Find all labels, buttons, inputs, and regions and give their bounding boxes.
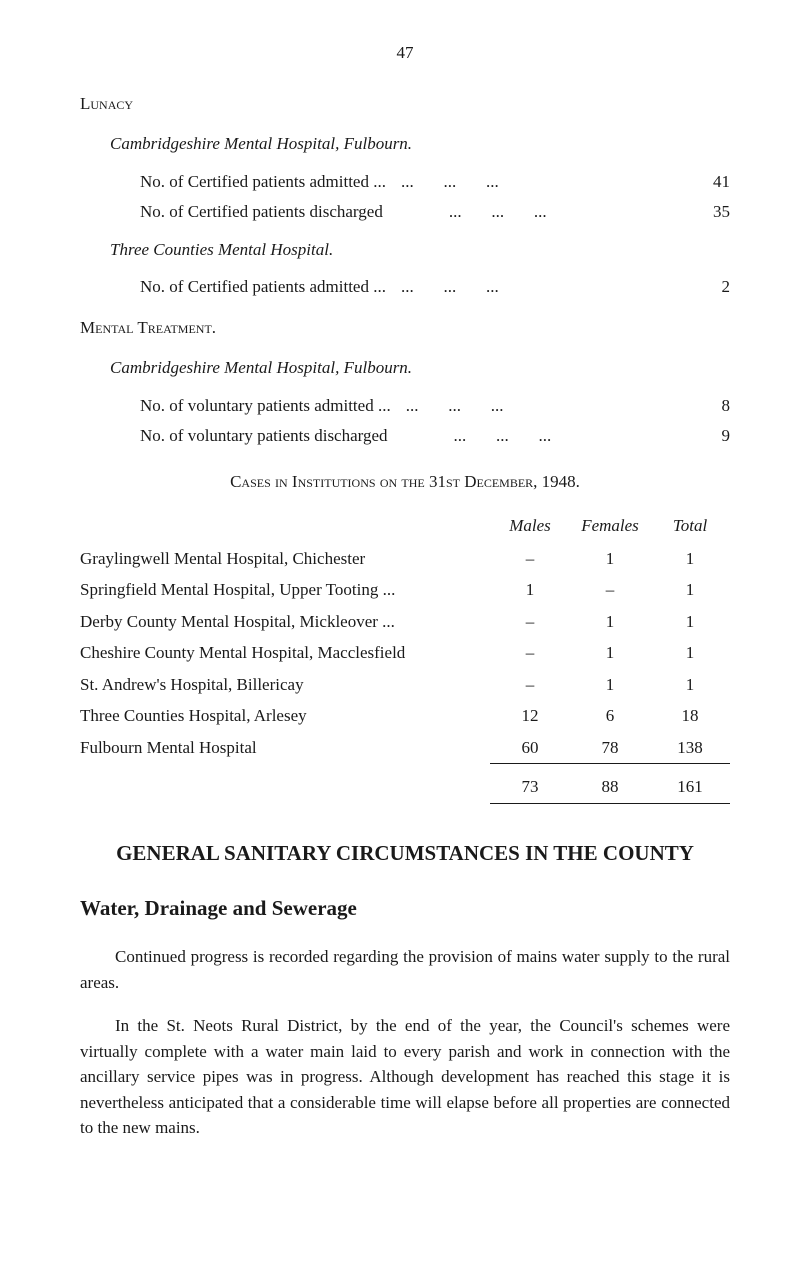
stat-value: 8 <box>690 393 730 419</box>
females-value: – <box>570 574 650 606</box>
males-value: 1 <box>490 574 570 606</box>
table-header-females: Females <box>570 509 650 543</box>
institution-name: Graylingwell Mental Hospital, Chichester <box>80 543 490 575</box>
table-row: Fulbourn Mental Hospital 60 78 138 <box>80 732 730 764</box>
institution-name: St. Andrew's Hospital, Billericay <box>80 669 490 701</box>
table-header-total: Total <box>650 509 730 543</box>
males-value: – <box>490 637 570 669</box>
stat-row: No. of Certified patients admitted ... .… <box>140 274 730 300</box>
sub-heading: Water, Drainage and Sewerage <box>80 893 730 925</box>
stat-dots: ... ... ... <box>406 393 675 419</box>
stat-row: No. of Certified patients discharged ...… <box>140 199 730 225</box>
page-number: 47 <box>80 40 730 66</box>
males-value: – <box>490 606 570 638</box>
males-total: 73 <box>490 764 570 804</box>
stat-label: No. of Certified patients discharged <box>140 199 383 225</box>
paragraph: Continued progress is recorded regarding… <box>80 944 730 995</box>
total-value: 1 <box>650 574 730 606</box>
total-value: 1 <box>650 543 730 575</box>
totals-row: 73 88 161 <box>80 764 730 804</box>
cases-heading: Cases in Institutions on the 31st Decemb… <box>80 469 730 495</box>
institution-name: Springfield Mental Hospital, Upper Tooti… <box>80 574 490 606</box>
males-value: – <box>490 543 570 575</box>
stat-value: 41 <box>690 169 730 195</box>
stat-dots: ... ... ... <box>403 423 675 449</box>
stat-dots: ... ... ... <box>401 169 675 195</box>
lunacy-heading: Lunacy <box>80 91 730 117</box>
main-heading: GENERAL SANITARY CIRCUMSTANCES IN THE CO… <box>80 839 730 868</box>
stat-row: No. of voluntary patients admitted ... .… <box>140 393 730 419</box>
cambridge-hospital-heading: Cambridgeshire Mental Hospital, Fulbourn… <box>110 131 730 157</box>
table-row: St. Andrew's Hospital, Billericay – 1 1 <box>80 669 730 701</box>
cambridge-hospital-heading-2: Cambridgeshire Mental Hospital, Fulbourn… <box>110 355 730 381</box>
mental-treatment-heading: Mental Treatment. <box>80 315 730 341</box>
cases-table: Males Females Total Graylingwell Mental … <box>80 509 730 804</box>
females-value: 1 <box>570 637 650 669</box>
total-value: 18 <box>650 700 730 732</box>
females-value: 78 <box>570 732 650 764</box>
stat-dots: ... ... ... <box>401 274 675 300</box>
total-value: 138 <box>650 732 730 764</box>
total-value: 1 <box>650 669 730 701</box>
males-value: 60 <box>490 732 570 764</box>
institution-name: Three Counties Hospital, Arlesey <box>80 700 490 732</box>
total-value: 1 <box>650 637 730 669</box>
table-row: Three Counties Hospital, Arlesey 12 6 18 <box>80 700 730 732</box>
institution-name: Fulbourn Mental Hospital <box>80 732 490 764</box>
institution-name: Cheshire County Mental Hospital, Maccles… <box>80 637 490 669</box>
stat-label: No. of voluntary patients discharged <box>140 423 388 449</box>
total-value: 1 <box>650 606 730 638</box>
stat-label: No. of Certified patients admitted ... <box>140 274 386 300</box>
table-header <box>80 509 490 543</box>
table-header-males: Males <box>490 509 570 543</box>
stat-label: No. of voluntary patients admitted ... <box>140 393 391 419</box>
males-value: – <box>490 669 570 701</box>
grand-total: 161 <box>650 764 730 804</box>
stat-value: 9 <box>690 423 730 449</box>
table-row: Cheshire County Mental Hospital, Maccles… <box>80 637 730 669</box>
females-total: 88 <box>570 764 650 804</box>
stat-row: No. of Certified patients admitted ... .… <box>140 169 730 195</box>
females-value: 1 <box>570 669 650 701</box>
stat-dots: ... ... ... <box>398 199 675 225</box>
stat-value: 35 <box>690 199 730 225</box>
table-row: Graylingwell Mental Hospital, Chichester… <box>80 543 730 575</box>
three-counties-heading: Three Counties Mental Hospital. <box>110 237 730 263</box>
paragraph: In the St. Neots Rural District, by the … <box>80 1013 730 1141</box>
stat-row: No. of voluntary patients discharged ...… <box>140 423 730 449</box>
stat-value: 2 <box>690 274 730 300</box>
males-value: 12 <box>490 700 570 732</box>
institution-name: Derby County Mental Hospital, Mickleover… <box>80 606 490 638</box>
table-row: Springfield Mental Hospital, Upper Tooti… <box>80 574 730 606</box>
table-row: Derby County Mental Hospital, Mickleover… <box>80 606 730 638</box>
stat-label: No. of Certified patients admitted ... <box>140 169 386 195</box>
females-value: 1 <box>570 543 650 575</box>
females-value: 6 <box>570 700 650 732</box>
females-value: 1 <box>570 606 650 638</box>
